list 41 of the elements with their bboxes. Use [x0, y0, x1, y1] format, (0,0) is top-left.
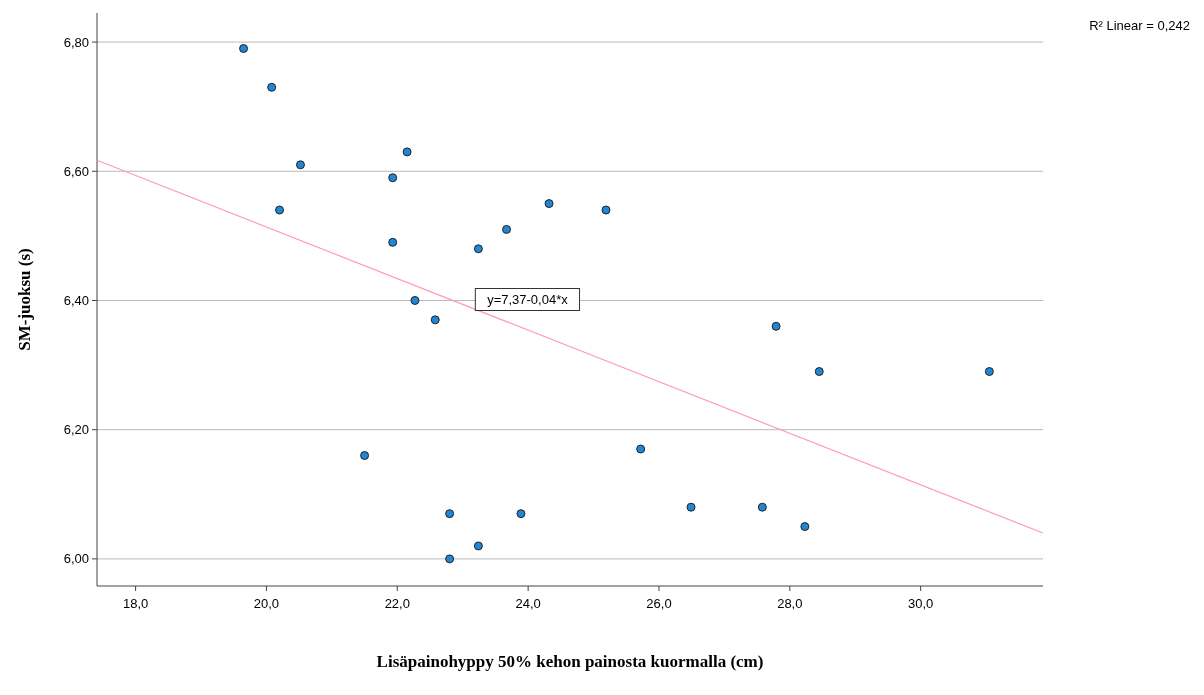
point [757, 502, 767, 512]
point [473, 541, 483, 551]
point [814, 367, 824, 377]
x-axis-title: Lisäpainohyppy 50% kehon painosta kuormalla (cm) [376, 652, 764, 671]
point [275, 205, 285, 215]
point [430, 315, 440, 325]
x-tick-label: 20,0 [253, 596, 280, 611]
text: R² Linear = 0,242 [1089, 18, 1190, 33]
point [239, 44, 249, 54]
point [771, 321, 781, 331]
point [295, 160, 305, 170]
x-tick-label: 18,0 [122, 596, 149, 611]
x-tick-label: 26,0 [646, 596, 672, 611]
y-axis-title: SM-juoksu (s) [15, 248, 34, 351]
y-tick-label: 6,20 [63, 422, 89, 438]
point [502, 224, 512, 234]
point [601, 205, 611, 215]
x-tick-label: 24,0 [515, 596, 541, 611]
x-tick-label: 22,0 [384, 596, 410, 611]
y-tick-label: 6,40 [63, 293, 89, 309]
y-tick-label: 6,60 [63, 163, 89, 179]
point [473, 244, 483, 254]
point [984, 367, 994, 377]
x-tick-label: 30,0 [908, 596, 934, 611]
point [388, 173, 398, 183]
point [360, 451, 370, 460]
point [516, 509, 526, 519]
point [636, 444, 646, 454]
y-tick-label: 6,80 [63, 34, 89, 50]
point [544, 199, 554, 209]
point [445, 554, 455, 564]
point [402, 147, 412, 157]
annotation: y=7,37-0,04*x [487, 292, 569, 308]
point [686, 502, 696, 512]
point [445, 509, 455, 519]
y-tick-label: 6,00 [63, 551, 89, 567]
x-tick-label: 28,0 [777, 596, 803, 611]
point [388, 237, 398, 247]
point [410, 295, 420, 305]
point [267, 82, 277, 92]
point [800, 522, 810, 532]
